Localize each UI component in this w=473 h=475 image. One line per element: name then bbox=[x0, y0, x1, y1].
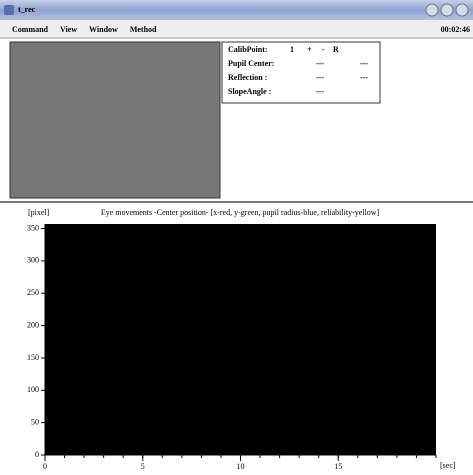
title-bar bbox=[0, 0, 473, 20]
y-tick-label: 200 bbox=[27, 320, 39, 329]
field-value: 1 bbox=[290, 45, 294, 54]
plot-area bbox=[45, 224, 436, 455]
y-tick-label: 250 bbox=[27, 288, 39, 297]
app-window: t_rec 00:02:46 Eye movements -Center pos… bbox=[0, 0, 473, 475]
chart-title: Eye movements -Center position- [x-red, … bbox=[101, 208, 380, 217]
x-tick-label: 10 bbox=[237, 462, 245, 471]
y-tick-label: 150 bbox=[27, 353, 39, 362]
menu-item[interactable]: View bbox=[60, 25, 77, 34]
field-value: --- bbox=[316, 87, 324, 96]
video-view bbox=[10, 42, 220, 198]
field-label: Pupil Center: bbox=[228, 59, 274, 68]
x-tick-label: 5 bbox=[141, 462, 145, 471]
field-value: --- bbox=[316, 73, 324, 82]
y-axis-label: [pixel] bbox=[28, 208, 50, 217]
x-tick-label: 0 bbox=[43, 462, 47, 471]
field-label: CalibPoint: bbox=[228, 45, 268, 54]
field-value: --- bbox=[360, 59, 368, 68]
field-value: - bbox=[322, 45, 325, 54]
field-value: + bbox=[307, 45, 312, 54]
field-value: R bbox=[333, 45, 339, 54]
menu-item[interactable]: Command bbox=[12, 25, 49, 34]
menu-item[interactable]: Method bbox=[130, 25, 157, 34]
clock: 00:02:46 bbox=[441, 25, 470, 34]
maximize-button[interactable] bbox=[441, 4, 453, 16]
x-tick-label: 15 bbox=[334, 462, 342, 471]
menu-item[interactable]: Window bbox=[89, 25, 118, 34]
field-label: Reflection : bbox=[228, 73, 267, 82]
close-button[interactable] bbox=[456, 4, 468, 16]
minimize-button[interactable] bbox=[426, 4, 438, 16]
y-tick-label: 350 bbox=[27, 223, 39, 232]
field-label: SlopeAngle : bbox=[228, 87, 271, 96]
field-value: --- bbox=[316, 59, 324, 68]
x-axis-label: [sec] bbox=[440, 461, 456, 470]
y-tick-label: 100 bbox=[27, 385, 39, 394]
y-tick-label: 50 bbox=[31, 417, 39, 426]
field-value: --- bbox=[360, 73, 368, 82]
y-tick-label: 0 bbox=[35, 450, 39, 459]
y-tick-label: 300 bbox=[27, 256, 39, 265]
window-title: t_rec bbox=[18, 5, 36, 14]
app-icon bbox=[4, 5, 14, 15]
